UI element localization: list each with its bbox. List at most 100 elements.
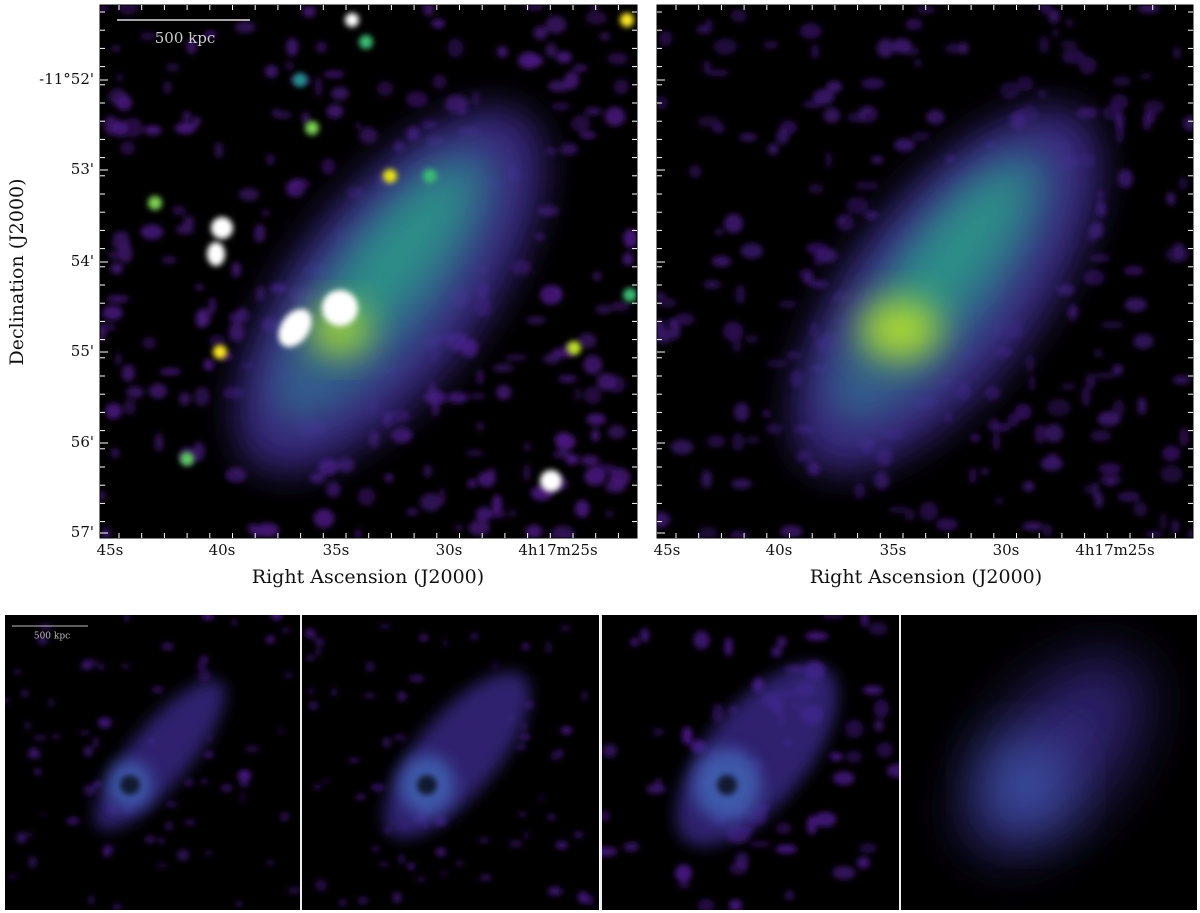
noise-blob xyxy=(102,847,111,858)
noise-blob xyxy=(186,39,198,55)
emission xyxy=(423,169,437,183)
noise-blob xyxy=(1171,519,1180,535)
noise-blob xyxy=(779,120,798,135)
noise-blob xyxy=(447,38,464,58)
x-tick-label: 45s xyxy=(654,541,681,559)
noise-blob xyxy=(551,102,571,111)
noise-blob xyxy=(675,864,693,883)
noise-blob xyxy=(496,384,512,400)
noise-blob xyxy=(1039,5,1052,14)
noise-blob xyxy=(177,849,189,861)
noise-blob xyxy=(140,32,156,41)
noise-blob xyxy=(121,364,135,382)
noise-blob xyxy=(555,841,569,850)
noise-blob xyxy=(199,656,209,664)
noise-blob xyxy=(161,642,174,651)
noise-blob xyxy=(585,11,607,25)
noise-blob xyxy=(553,450,571,459)
noise-blob xyxy=(873,699,889,719)
noise-blob xyxy=(876,742,894,758)
noise-blob xyxy=(657,328,672,344)
noise-blob xyxy=(32,734,48,742)
noise-blob xyxy=(658,297,677,308)
noise-blob xyxy=(733,402,750,422)
noise-blob xyxy=(314,784,321,790)
noise-blob xyxy=(326,104,344,119)
noise-blob xyxy=(407,862,415,871)
noise-blob xyxy=(287,886,300,895)
noise-blob xyxy=(574,499,590,518)
noise-blob xyxy=(1088,224,1096,243)
noise-blob xyxy=(234,21,256,34)
emission xyxy=(417,775,437,795)
noise-blob xyxy=(477,422,484,431)
x-tick-label: 30s xyxy=(993,541,1020,559)
image xyxy=(302,615,599,910)
noise-blob xyxy=(260,209,271,217)
noise-blob xyxy=(605,479,626,494)
noise-blob xyxy=(762,409,771,418)
noise-blob xyxy=(100,491,106,501)
noise-blob xyxy=(775,822,792,835)
noise-blob xyxy=(775,844,798,854)
noise-blob xyxy=(859,843,877,853)
noise-blob xyxy=(265,635,275,644)
noise-blob xyxy=(703,59,711,74)
noise-blob xyxy=(613,79,629,95)
noise-blob xyxy=(355,794,366,800)
noise-blob xyxy=(280,628,292,633)
image xyxy=(657,5,1193,538)
emission xyxy=(345,13,359,27)
noise-blob xyxy=(845,196,869,214)
noise-blob xyxy=(799,23,822,39)
noise-blob xyxy=(1098,463,1122,475)
noise-blob xyxy=(204,751,214,758)
noise-blob xyxy=(536,205,560,217)
y-tick-label: 54' xyxy=(71,252,94,270)
noise-blob xyxy=(1046,398,1071,417)
emission xyxy=(207,242,225,266)
noise-blob xyxy=(1037,89,1047,99)
noise-blob xyxy=(560,624,571,632)
noise-blob xyxy=(674,313,695,326)
noise-blob xyxy=(467,479,477,489)
noise-blob xyxy=(730,9,748,23)
noise-blob xyxy=(228,322,245,342)
noise-blob xyxy=(746,435,761,445)
noise-blob xyxy=(238,781,250,787)
noise-blob xyxy=(1172,375,1191,385)
noise-blob xyxy=(778,300,798,309)
noise-blob xyxy=(592,271,602,281)
noise-blob xyxy=(1022,522,1044,531)
noise-blob xyxy=(658,30,672,47)
noise-blob xyxy=(7,874,18,879)
noise-blob xyxy=(582,690,587,701)
emission xyxy=(293,73,307,87)
noise-blob xyxy=(203,31,217,39)
noise-blob xyxy=(471,90,480,106)
noise-blob xyxy=(593,463,617,474)
emission xyxy=(567,341,581,355)
noise-blob xyxy=(140,224,164,240)
noise-blob xyxy=(101,526,112,538)
noise-blob xyxy=(492,363,514,373)
noise-blob xyxy=(83,745,93,757)
noise-blob xyxy=(330,86,349,101)
noise-blob xyxy=(836,213,854,232)
noise-blob xyxy=(266,153,275,166)
noise-blob xyxy=(280,811,289,822)
noise-blob xyxy=(814,811,837,828)
noise-blob xyxy=(724,637,733,657)
noise-blob xyxy=(602,810,609,822)
noise-blob xyxy=(545,43,558,58)
noise-blob xyxy=(583,386,602,405)
noise-blob xyxy=(1034,424,1047,444)
noise-blob xyxy=(1046,453,1059,465)
noise-blob xyxy=(220,784,233,792)
noise-blob xyxy=(864,210,879,220)
noise-blob xyxy=(854,482,866,499)
noise-blob xyxy=(270,615,283,621)
noise-blob xyxy=(868,622,888,635)
noise-blob xyxy=(1179,427,1189,447)
noise-blob xyxy=(28,856,37,868)
